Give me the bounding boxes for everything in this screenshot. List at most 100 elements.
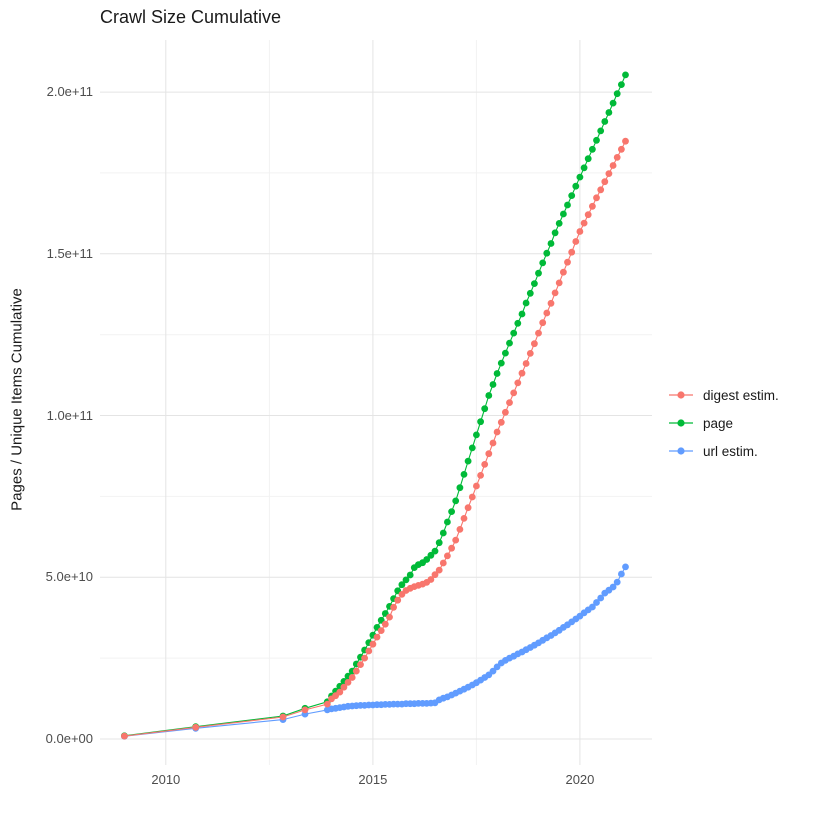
data-point-page (439, 529, 447, 537)
data-point-page (555, 220, 563, 227)
data-point-digest-estim (427, 576, 435, 583)
data-point-page (522, 299, 530, 307)
data-point-page (572, 182, 580, 190)
data-point-page (518, 310, 526, 318)
data-point-digest-estim (357, 661, 364, 668)
data-point-page (543, 249, 551, 257)
data-point-page (402, 576, 410, 584)
data-point-digest-estim (580, 219, 588, 227)
data-point-digest-estim (452, 536, 460, 544)
legend-item-page: page (668, 409, 779, 437)
legend-item-url-estim: url estim. (668, 437, 779, 465)
data-point-page (618, 81, 625, 88)
data-point-url-estim (622, 563, 629, 571)
data-point-page (473, 431, 480, 439)
data-point-digest-estim (493, 428, 501, 436)
y-tick-label: 1.5e+11 (46, 245, 93, 261)
data-point-digest-estim (526, 350, 534, 357)
data-point-page (580, 164, 588, 172)
data-point-digest-estim (497, 418, 505, 426)
data-point-page (493, 370, 501, 377)
data-point-page (547, 240, 555, 247)
data-point-digest-estim (456, 526, 464, 533)
data-point-digest-estim (473, 482, 480, 490)
data-point-digest-estim (510, 389, 518, 397)
data-point-digest-estim (348, 674, 356, 681)
data-point-page (576, 173, 584, 181)
data-point-digest-estim (192, 723, 200, 731)
series-line-url-estim (124, 566, 626, 737)
data-point-digest-estim (477, 472, 484, 479)
data-point-url-estim (597, 594, 605, 602)
data-point-page (464, 457, 472, 465)
data-point-url-estim (593, 599, 600, 606)
data-point-digest-estim (373, 633, 381, 641)
data-point-digest-estim (502, 408, 509, 416)
data-point-digest-estim (514, 379, 522, 387)
x-tick-label: 2015 (358, 772, 388, 787)
data-point-page (398, 581, 406, 589)
data-point-page (485, 392, 493, 399)
data-point-digest-estim (369, 640, 377, 648)
chart-title: Crawl Size Cumulative (100, 7, 282, 27)
legend-label-digest-estim: digest estim. (703, 387, 779, 403)
data-point-digest-estim (543, 309, 551, 317)
y-tick-label: 2.0e+11 (46, 84, 93, 100)
data-point-digest-estim (460, 515, 468, 522)
data-point-digest-estim (605, 170, 613, 178)
legend-label-url-estim: url estim. (703, 443, 758, 459)
data-point-digest-estim (390, 603, 397, 611)
data-point-page (452, 497, 460, 505)
data-point-digest-estim (555, 279, 563, 287)
data-point-digest-estim (613, 154, 621, 161)
y-tick-label: 0.0e+00 (45, 730, 93, 746)
data-point-digest-estim (535, 329, 542, 337)
data-point-page (489, 381, 497, 388)
data-point-page (423, 556, 431, 563)
data-point-page (444, 518, 451, 526)
data-point-page (531, 280, 538, 287)
data-point-page (497, 359, 505, 367)
data-point-digest-estim (489, 439, 497, 447)
data-point-digest-estim (576, 228, 584, 235)
data-point-digest-estim (336, 688, 344, 696)
data-point-digest-estim (279, 713, 287, 721)
data-point-digest-estim (435, 566, 443, 574)
data-point-digest-estim (377, 627, 385, 634)
data-point-digest-estim (386, 613, 393, 621)
data-point-page (584, 155, 592, 163)
data-point-digest-estim (361, 654, 368, 662)
data-point-digest-estim (340, 683, 348, 691)
data-point-page (613, 90, 621, 98)
legend: digest estim. page url estim. (668, 381, 779, 465)
data-point-page (456, 484, 464, 492)
data-point-digest-estim (381, 620, 389, 628)
data-point-digest-estim (593, 194, 600, 202)
data-point-digest-estim (551, 289, 559, 297)
data-point-page (597, 127, 605, 135)
x-tick-label: 2020 (565, 772, 595, 787)
data-point-page (564, 201, 571, 209)
data-point-digest-estim (564, 258, 571, 266)
data-point-digest-estim (468, 493, 476, 501)
data-point-digest-estim (601, 178, 609, 186)
data-point-digest-estim (539, 319, 547, 327)
data-point-page (551, 229, 559, 237)
data-point-page (510, 329, 518, 337)
url-estim-key-icon (669, 447, 693, 455)
data-point-digest-estim (584, 211, 592, 219)
data-point-digest-estim (597, 186, 605, 194)
data-point-url-estim (618, 570, 625, 578)
data-point-digest-estim (344, 679, 352, 686)
data-point-page (589, 145, 596, 153)
data-point-digest-estim (448, 544, 455, 552)
data-point-page (601, 118, 609, 125)
data-point-digest-estim (622, 137, 629, 145)
data-point-digest-estim (431, 571, 439, 579)
data-point-url-estim (609, 583, 617, 591)
data-point-digest-estim (609, 162, 617, 169)
data-point-digest-estim (121, 732, 128, 740)
data-point-page (568, 192, 576, 200)
